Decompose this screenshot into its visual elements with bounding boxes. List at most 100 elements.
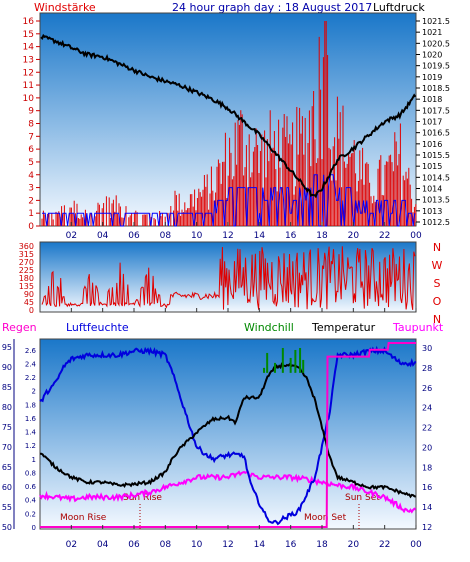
direction-tick-label: 0 xyxy=(29,306,34,315)
top-x-tick-label: 00 xyxy=(410,231,422,241)
temperature-tick-label: 20 xyxy=(422,443,432,452)
pressure-tick-label: 1015.5 xyxy=(422,151,450,160)
pressure-tick-label: 1018 xyxy=(422,95,442,104)
humidity-tick-label: 55 xyxy=(2,503,12,512)
wind-average-line xyxy=(42,174,416,227)
pressure-tick-label: 1014.5 xyxy=(422,173,450,182)
direction-panel-series xyxy=(41,246,416,310)
rain-tick-label: 0.2 xyxy=(25,510,36,518)
pressure-tick-label: 1014 xyxy=(422,185,442,194)
pressure-tick-label: 1020.5 xyxy=(422,39,450,48)
windchill-label: Windchill xyxy=(244,321,294,334)
top-x-tick-label: 16 xyxy=(285,231,297,241)
temperature-tick-label: 24 xyxy=(422,404,432,413)
pressure-tick-label: 1017 xyxy=(422,118,442,127)
sun-set-label: Sun Set xyxy=(345,493,380,503)
humidity-tick-label: 75 xyxy=(2,423,12,432)
bottom-x-tick-label: 06 xyxy=(128,540,140,550)
humidity-tick-label: 85 xyxy=(2,383,12,392)
pressure-tick-label: 1020 xyxy=(422,51,442,60)
bottom-x-tick-label: 00 xyxy=(410,540,422,550)
temperature-tick-label: 22 xyxy=(422,424,432,433)
rain-tick-label: 2.4 xyxy=(25,360,37,368)
rain-tick-label: 0.4 xyxy=(25,497,37,505)
pressure-tick-label: 1015 xyxy=(422,162,442,171)
humidity-tick-label: 80 xyxy=(2,403,12,412)
wind-tick-label: 10 xyxy=(23,94,35,104)
humidity-tick-label: 95 xyxy=(2,343,12,352)
wind-tick-label: 9 xyxy=(28,107,34,117)
pressure-tick-label: 1017.5 xyxy=(422,106,450,115)
wind-tick-label: 7 xyxy=(28,132,34,142)
temperature-tick-label: 18 xyxy=(422,463,432,472)
pressure-tick-label: 1012.5 xyxy=(422,218,450,227)
direction-tick-label: 360 xyxy=(19,242,34,251)
wind-tick-label: 2 xyxy=(28,196,34,206)
sun-rise-label: Sun Rise xyxy=(123,493,162,503)
chart-title: 24 hour graph day : 18 August 2017 xyxy=(172,1,372,14)
wind-tick-label: 12 xyxy=(23,68,34,78)
top-x-tick-label: 14 xyxy=(254,231,266,241)
compass-label: N xyxy=(433,241,441,254)
direction-tick-label: 225 xyxy=(19,266,34,275)
pressure-tick-label: 1021.5 xyxy=(422,17,450,26)
pressure-tick-label: 1016.5 xyxy=(422,129,450,138)
top-x-tick-label: 02 xyxy=(66,231,77,241)
temperature-tick-label: 30 xyxy=(422,344,432,353)
axes: 0202040406060808101012121414161618182020… xyxy=(2,17,450,550)
wind-tick-label: 16 xyxy=(23,17,35,27)
wind-tick-label: 8 xyxy=(28,120,34,130)
direction-tick-label: 90 xyxy=(24,290,34,299)
pressure-line xyxy=(40,33,417,199)
direction-tick-label: 180 xyxy=(19,274,34,283)
rain-line xyxy=(40,342,416,528)
top-panel-series xyxy=(40,21,417,227)
pressure-title: Luftdruck xyxy=(373,1,425,14)
rain-tick-label: 1.8 xyxy=(25,401,36,409)
direction-tick-label: 315 xyxy=(19,250,34,259)
rain-tick-label: 1.4 xyxy=(25,429,37,437)
wind-tick-label: 6 xyxy=(28,145,34,155)
bottom-x-tick-label: 08 xyxy=(160,540,172,550)
pressure-tick-label: 1013.5 xyxy=(422,196,450,205)
bottom-x-tick-label: 14 xyxy=(254,540,266,550)
rain-tick-label: 0 xyxy=(32,524,36,532)
wind-tick-label: 3 xyxy=(28,184,34,194)
direction-tick-label: 45 xyxy=(24,298,34,307)
humidity-tick-label: 65 xyxy=(2,463,12,472)
temperature-tick-label: 26 xyxy=(422,384,432,393)
temperature-tick-label: 14 xyxy=(422,503,432,512)
wind-tick-label: 1 xyxy=(28,209,34,219)
top-x-tick-label: 04 xyxy=(97,231,109,241)
bottom-x-tick-label: 16 xyxy=(285,540,297,550)
pressure-tick-label: 1016 xyxy=(422,140,442,149)
wind-tick-label: 13 xyxy=(23,55,34,65)
bottom-x-tick-label: 20 xyxy=(348,540,360,550)
moon-rise-label: Moon Rise xyxy=(60,513,107,523)
direction-tick-label: 135 xyxy=(19,282,34,291)
temperature-line xyxy=(40,362,417,499)
temperature-label: Temperatur xyxy=(311,321,376,334)
pressure-tick-label: 1018.5 xyxy=(422,84,450,93)
bottom-x-tick-label: 02 xyxy=(66,540,77,550)
top-x-tick-label: 22 xyxy=(379,231,390,241)
wind-tick-label: 11 xyxy=(23,81,34,91)
top-x-tick-label: 12 xyxy=(222,231,233,241)
rain-tick-label: 1.2 xyxy=(25,442,36,450)
rain-tick-label: 1.6 xyxy=(25,415,37,423)
temperature-tick-label: 16 xyxy=(422,483,432,492)
bottom-x-tick-label: 18 xyxy=(316,540,328,550)
compass-label: W xyxy=(432,259,443,272)
dewpoint-line xyxy=(39,470,417,514)
bottom-x-tick-label: 12 xyxy=(222,540,233,550)
rain-tick-label: 1 xyxy=(32,456,36,464)
rain-tick-label: 2.2 xyxy=(25,374,36,382)
rain-tick-label: 2.6 xyxy=(25,347,37,355)
temperature-tick-label: 12 xyxy=(422,523,432,532)
dewpoint-label: Taupunkt xyxy=(392,321,444,334)
wind-tick-label: 15 xyxy=(23,30,34,40)
rain-tick-label: 0.8 xyxy=(25,469,36,477)
humidity-tick-label: 50 xyxy=(2,523,12,532)
top-x-tick-label: 08 xyxy=(160,231,172,241)
wind-strength-title: Windstärke xyxy=(34,1,96,14)
